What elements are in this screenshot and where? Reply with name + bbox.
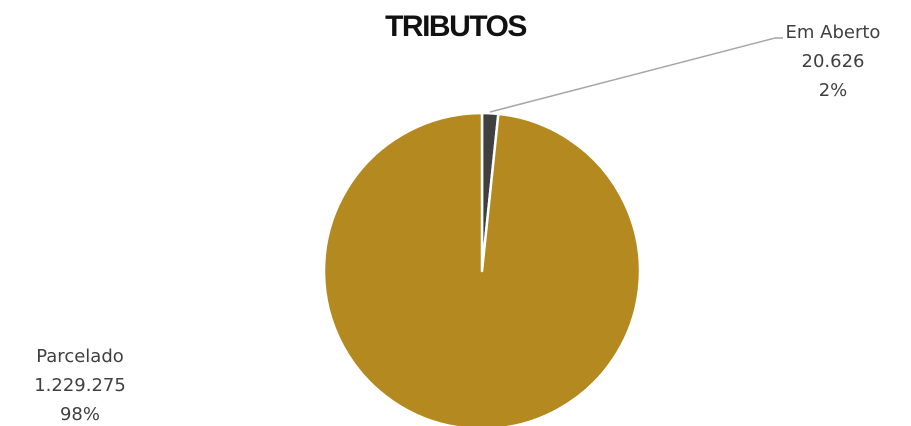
data-label-parcelado: Parcelado 1.229.275 98%	[34, 346, 126, 425]
data-label-percent: 98%	[60, 404, 100, 425]
data-label-em-aberto: Em Aberto 20.626 2%	[786, 22, 881, 101]
leader-line-em-aberto	[489, 37, 783, 113]
chart-title: TRIBUTOS	[385, 10, 527, 43]
data-label-value: 20.626	[802, 51, 865, 72]
data-label-category: Parcelado	[36, 346, 124, 367]
data-label-percent: 2%	[819, 80, 848, 101]
data-label-category: Em Aberto	[786, 22, 881, 43]
data-label-value: 1.229.275	[34, 375, 126, 396]
pie-slice-parcelado	[322, 111, 642, 426]
pie-slices	[322, 111, 642, 426]
